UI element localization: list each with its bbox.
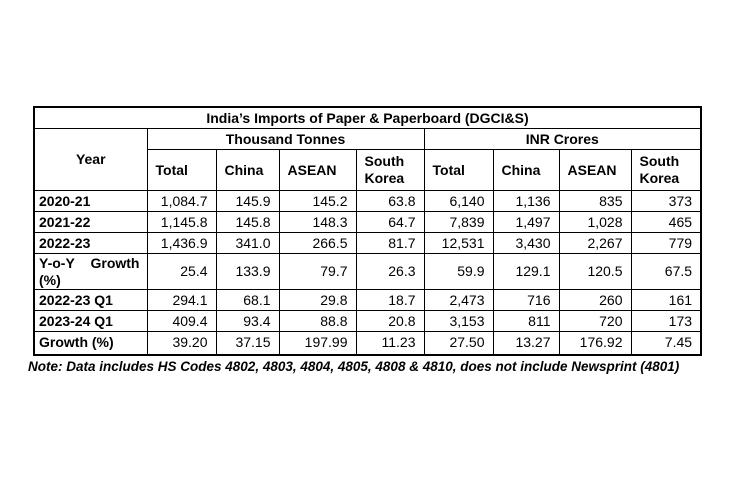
- table-body: 2020-21 1,084.7 145.9 145.2 63.8 6,140 1,136 83…: [33, 190, 702, 355]
- cell-value: 81.7: [355, 232, 425, 254]
- cell-value: 79.7: [278, 253, 357, 290]
- table-header: India’s Imports of Paper & Paperboard (D…: [33, 106, 702, 191]
- cell-value: 1,028: [558, 211, 632, 233]
- cell-value: 465: [630, 211, 702, 233]
- group-header-inr-crores: INR Crores: [423, 128, 702, 150]
- cell-value: 779: [630, 232, 702, 254]
- cell-value: 29.8: [278, 289, 357, 311]
- cell-value: 39.20: [146, 331, 217, 355]
- cell-value: 59.9: [423, 253, 494, 290]
- cell-value: 716: [492, 289, 560, 311]
- column-header: Total: [146, 149, 217, 191]
- imports-table: India’s Imports of Paper & Paperboard (D…: [33, 106, 703, 356]
- cell-value: 1,497: [492, 211, 560, 233]
- cell-value: 25.4: [146, 253, 217, 290]
- cell-value: 1,136: [492, 190, 560, 212]
- cell-value: 2,267: [558, 232, 632, 254]
- table-title: India’s Imports of Paper & Paperboard (D…: [33, 106, 702, 129]
- row-label: 2022-23: [33, 232, 148, 254]
- cell-value: 148.3: [278, 211, 357, 233]
- column-header: South Korea: [355, 149, 425, 191]
- cell-value: 161: [630, 289, 702, 311]
- cell-value: 266.5: [278, 232, 357, 254]
- cell-value: 409.4: [146, 310, 217, 332]
- cell-value: 6,140: [423, 190, 494, 212]
- column-header: China: [492, 149, 560, 191]
- cell-value: 145.8: [215, 211, 280, 233]
- table-row: 2022-23 1,436.9 341.0 266.5 81.7 12,531 3,430 2…: [33, 232, 702, 254]
- table-row: Growth (%) 39.20 37.15 197.99 11.23 27.50 13.2…: [33, 331, 702, 355]
- cell-value: 129.1: [492, 253, 560, 290]
- cell-value: 197.99: [278, 331, 357, 355]
- cell-value: 7.45: [630, 331, 702, 355]
- cell-value: 68.1: [215, 289, 280, 311]
- cell-value: 173: [630, 310, 702, 332]
- cell-value: 7,839: [423, 211, 494, 233]
- cell-value: 93.4: [215, 310, 280, 332]
- cell-value: 373: [630, 190, 702, 212]
- cell-value: 64.7: [355, 211, 425, 233]
- cell-value: 67.5: [630, 253, 702, 290]
- row-label: 2020-21: [33, 190, 148, 212]
- table-row: Y-o-Y Growth (%) 25.4 133.9 79.7 26.3 59.9 129…: [33, 253, 702, 290]
- cell-value: 720: [558, 310, 632, 332]
- column-header-row: Total China ASEAN South Korea Total China ASEA…: [34, 149, 702, 191]
- footnote: Note: Data includes HS Codes 4802, 4803,…: [28, 359, 680, 374]
- cell-value: 2,473: [423, 289, 494, 311]
- cell-value: 1,084.7: [146, 190, 217, 212]
- cell-value: 11.23: [355, 331, 425, 355]
- table-row: 2020-21 1,084.7 145.9 145.2 63.8 6,140 1,136 83…: [33, 190, 702, 212]
- column-header: China: [215, 149, 280, 191]
- cell-value: 18.7: [355, 289, 425, 311]
- table-row: 2021-22 1,145.8 145.8 148.3 64.7 7,839 1,497 1,…: [33, 211, 702, 233]
- cell-value: 120.5: [558, 253, 632, 290]
- cell-value: 1,145.8: [146, 211, 217, 233]
- cell-value: 811: [492, 310, 560, 332]
- row-label: 2023-24 Q1: [33, 310, 148, 332]
- column-header: Total: [423, 149, 494, 191]
- row-label: 2021-22: [33, 211, 148, 233]
- cell-value: 3,430: [492, 232, 560, 254]
- cell-value: 133.9: [215, 253, 280, 290]
- cell-value: 260: [558, 289, 632, 311]
- cell-value: 1,436.9: [146, 232, 217, 254]
- cell-value: 63.8: [355, 190, 425, 212]
- cell-value: 37.15: [215, 331, 280, 355]
- cell-value: 12,531: [423, 232, 494, 254]
- cell-value: 341.0: [215, 232, 280, 254]
- title-row: India’s Imports of Paper & Paperboard (D…: [33, 106, 702, 129]
- table-row: 2022-23 Q1 294.1 68.1 29.8 18.7 2,473 716 260 16…: [33, 289, 702, 311]
- cell-value: 88.8: [278, 310, 357, 332]
- table-row: 2023-24 Q1 409.4 93.4 88.8 20.8 3,153 811 720 17…: [33, 310, 702, 332]
- column-header: ASEAN: [558, 149, 632, 191]
- cell-value: 20.8: [355, 310, 425, 332]
- cell-value: 13.27: [492, 331, 560, 355]
- cell-value: 26.3: [355, 253, 425, 290]
- cell-value: 27.50: [423, 331, 494, 355]
- column-header: South Korea: [630, 149, 702, 191]
- row-label: Growth (%): [33, 331, 148, 355]
- row-label: Y-o-Y Growth (%): [33, 253, 148, 290]
- cell-value: 176.92: [558, 331, 632, 355]
- cell-value: 294.1: [146, 289, 217, 311]
- year-column-header: Year: [33, 128, 148, 191]
- cell-value: 145.9: [215, 190, 280, 212]
- cell-value: 3,153: [423, 310, 494, 332]
- group-header-thousand-tonnes: Thousand Tonnes: [146, 128, 425, 150]
- row-label: 2022-23 Q1: [33, 289, 148, 311]
- cell-value: 835: [558, 190, 632, 212]
- cell-value: 145.2: [278, 190, 357, 212]
- column-header: ASEAN: [278, 149, 357, 191]
- group-header-row: Year Thousand Tonnes INR Crores: [33, 128, 702, 191]
